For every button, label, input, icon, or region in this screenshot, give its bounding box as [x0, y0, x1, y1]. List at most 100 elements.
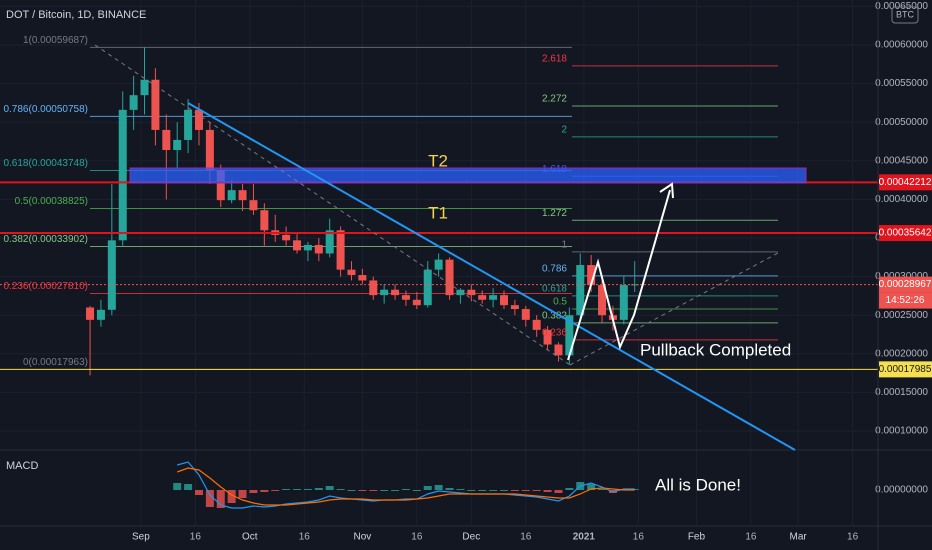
fib-label: 0.786(0.00050758) — [3, 104, 88, 115]
extension-label: 2.618 — [542, 53, 567, 64]
y-tick-label: 0.00010000 — [875, 426, 928, 437]
macd-histogram-bar — [587, 484, 596, 490]
candle-body — [369, 280, 378, 296]
candle-body — [478, 295, 487, 300]
x-tick-label: Oct — [242, 532, 258, 543]
x-tick-label: Nov — [353, 532, 371, 543]
y-tick-label: 0.00045000 — [875, 155, 928, 166]
currency[interactable]: BTC — [896, 9, 915, 19]
candle-body — [129, 95, 138, 110]
macd-histogram-bar — [598, 489, 607, 490]
y-tick-label: 0.00040000 — [875, 194, 928, 205]
extension-label: 0.5 — [553, 297, 567, 308]
countdown: 14:52:26 — [886, 295, 925, 306]
zigzag-arrow — [567, 189, 671, 361]
candle-body — [118, 109, 127, 241]
price-label-box — [879, 361, 932, 378]
x-tick-label: 16 — [411, 532, 423, 543]
candle-body — [347, 269, 356, 276]
candle-body — [423, 269, 432, 306]
macd-tick-label: 0.00000000 — [875, 485, 928, 496]
candle-body — [86, 307, 95, 320]
candle-body — [358, 275, 367, 281]
currency-box[interactable] — [891, 6, 919, 24]
candle-body — [532, 319, 541, 330]
macd-histogram-bar — [238, 490, 247, 498]
x-tick-label: 16 — [745, 532, 757, 543]
macd-histogram-bar — [456, 489, 465, 490]
y-tick-label: 0.00055000 — [875, 78, 928, 89]
macd-histogram-bar — [173, 483, 182, 490]
y-tick-label: 0.00060000 — [875, 40, 928, 51]
macd-title: MACD — [6, 460, 38, 472]
x-tick-label: Mar — [789, 532, 807, 543]
macd-histogram-bar — [303, 489, 312, 490]
candle-body — [205, 129, 214, 171]
countdown-box — [879, 292, 932, 309]
macd-histogram-bar — [499, 490, 508, 491]
macd-histogram-bar — [423, 486, 432, 490]
candle-body — [434, 259, 443, 270]
annotation-t2: T2 — [428, 151, 448, 170]
candle-body — [184, 109, 193, 140]
macd-histogram-bar — [521, 490, 530, 491]
macd-histogram-bar — [249, 490, 258, 493]
macd-line — [176, 467, 635, 506]
candle-body — [293, 240, 302, 251]
candle-body — [282, 234, 291, 241]
macd-histogram-bar — [336, 489, 345, 490]
macd-histogram-bar — [325, 486, 334, 490]
candle-body — [456, 289, 465, 296]
x-tick-label: 16 — [299, 532, 311, 543]
macd-histogram-bar — [434, 485, 443, 490]
candle-body — [619, 285, 628, 320]
candle-body — [489, 295, 498, 300]
extension-label: 2 — [561, 125, 567, 136]
x-tick-label: 16 — [520, 532, 532, 543]
candle-body — [587, 265, 596, 286]
macd-histogram-bar — [554, 490, 563, 493]
candle-body — [336, 230, 345, 270]
candle-body — [173, 139, 182, 150]
candle-body — [576, 265, 585, 316]
candle-body — [565, 315, 574, 356]
fib-label: 0(0.00017963) — [23, 357, 88, 368]
price-label: 0.00035642 — [879, 228, 932, 239]
x-tick-label: 16 — [633, 532, 645, 543]
candle-body — [314, 244, 323, 254]
x-tick-label: 2021 — [573, 532, 596, 543]
fib-label: 0.236(0.00027810) — [3, 281, 88, 292]
fib-label: 0.382(0.00033902) — [3, 234, 88, 245]
candle-body — [303, 244, 312, 251]
candle-body — [598, 285, 607, 316]
macd-histogram-bar — [282, 489, 291, 490]
price-label: 0.00042212 — [879, 177, 932, 188]
candle-body — [107, 240, 116, 310]
candle-body — [260, 210, 269, 231]
macd-histogram-bar — [205, 490, 214, 507]
y-tick-label: 0.00015000 — [875, 387, 928, 398]
macd-histogram-bar — [194, 490, 203, 495]
macd-histogram-bar — [565, 488, 574, 490]
y-tick-label: 0.00050000 — [875, 117, 928, 128]
candle-body — [412, 299, 421, 306]
x-tick-label: 16 — [190, 532, 202, 543]
macd-histogram-bar — [216, 490, 225, 508]
candle-body — [96, 309, 105, 320]
candle-body — [630, 284, 639, 286]
macd-histogram-bar — [543, 490, 552, 492]
macd-histogram-bar — [369, 490, 378, 491]
macd-histogram-bar — [227, 490, 236, 503]
arrow-head — [659, 182, 674, 199]
macd-histogram-bar — [467, 490, 476, 491]
extension-label: 1.272 — [542, 208, 567, 219]
price-label: 0.00028967 — [879, 279, 932, 290]
y-tick-label: 0.00025000 — [875, 310, 928, 321]
candle-body — [499, 295, 508, 306]
annotation-t1: T1 — [428, 203, 448, 222]
fib-label: 1(0.00059687) — [23, 35, 88, 46]
y-tick-label: 0.00020000 — [875, 348, 928, 359]
macd-histogram-bar — [293, 489, 302, 490]
